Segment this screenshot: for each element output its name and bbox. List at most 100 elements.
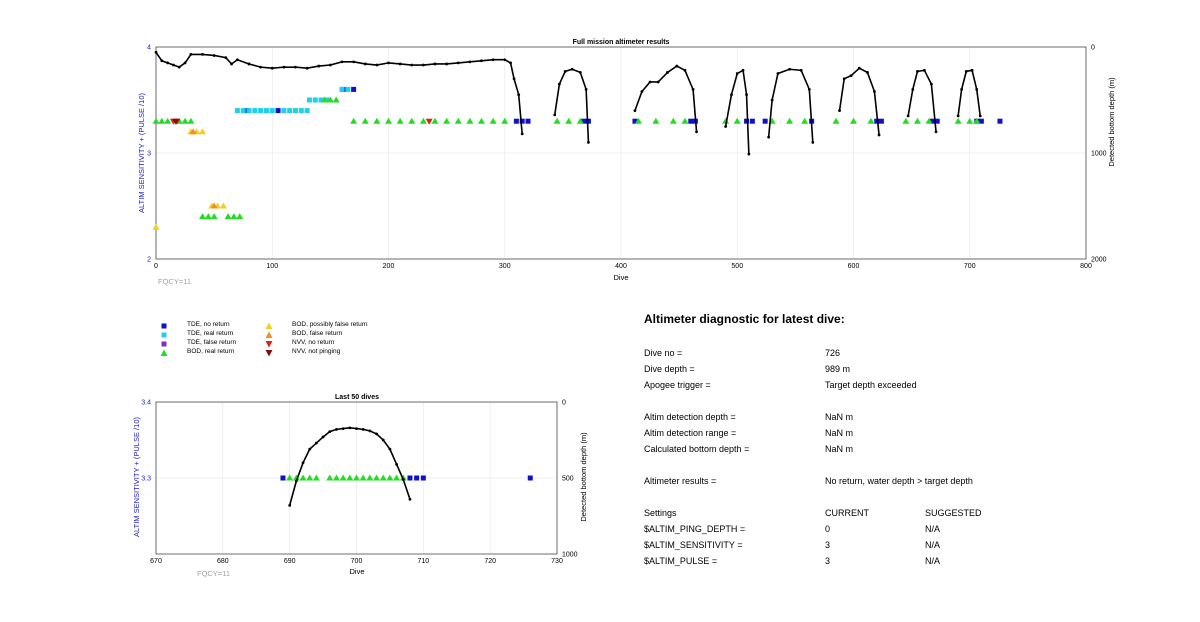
depth-point bbox=[468, 60, 472, 64]
depth-point bbox=[270, 66, 274, 70]
depth-point bbox=[387, 61, 390, 65]
diagnostic-label: Apogee trigger = bbox=[644, 380, 711, 390]
data-point-tde-real-return bbox=[287, 108, 293, 114]
settings-current: 0 bbox=[825, 524, 831, 534]
depth-point bbox=[730, 93, 733, 97]
settings-current: CURRENT bbox=[825, 508, 869, 518]
data-point-tde-real-return bbox=[293, 108, 298, 114]
data-point-bod-real-return bbox=[902, 117, 910, 124]
data-point-bod-real-return bbox=[722, 117, 730, 124]
data-point-bod-real-return bbox=[224, 213, 232, 220]
depth-point bbox=[288, 503, 292, 507]
data-point-bod-real-return bbox=[299, 474, 307, 481]
data-point-bod-real-return bbox=[576, 117, 584, 124]
data-point-bod-real-return bbox=[366, 474, 374, 481]
last-50-dives-chart: 670 680 690 700 710 720 730 3.3 3.4 0 500 1000 bbox=[141, 400, 577, 566]
legend-label: TDE, real return bbox=[187, 330, 234, 337]
y-tick-label: 2 bbox=[147, 257, 151, 264]
data-point-bod-real-return bbox=[478, 117, 485, 124]
data-point-bod-real-return bbox=[326, 474, 334, 481]
data-point-tde-no-return bbox=[585, 118, 591, 124]
bottom-chart-annotation: FQCY=11 bbox=[197, 569, 230, 578]
diagnostic-title: Altimeter diagnostic for latest dive: bbox=[644, 312, 845, 326]
depth-point bbox=[247, 62, 251, 66]
legend-label: BOD, real return bbox=[187, 348, 235, 355]
data-point-bod-real-return bbox=[681, 117, 689, 124]
depth-point bbox=[317, 64, 321, 68]
depth-line bbox=[907, 69, 937, 132]
depth-point bbox=[408, 497, 412, 501]
data-point-bod-real-return bbox=[431, 117, 439, 124]
depth-point bbox=[401, 478, 405, 481]
y-tick-label: 3.3 bbox=[141, 476, 151, 483]
depth-point bbox=[970, 68, 974, 72]
x-tick-label: 500 bbox=[731, 263, 743, 270]
depth-point bbox=[695, 130, 698, 134]
depth-point bbox=[911, 88, 915, 91]
data-point-tde-no-return bbox=[581, 118, 587, 124]
data-point-tde-no-return bbox=[934, 118, 940, 124]
depth-point bbox=[675, 64, 679, 68]
data-point-bod-possibly-false-return bbox=[152, 223, 160, 230]
top-chart-annotation: FQCY=11 bbox=[158, 277, 191, 286]
data-point-bod-real-return bbox=[966, 117, 974, 124]
depth-line bbox=[957, 69, 982, 117]
x-tick-label: 710 bbox=[417, 558, 429, 565]
data-point-bod-real-return bbox=[359, 474, 367, 481]
data-point-bod-real-return bbox=[164, 117, 172, 124]
legend-marker-icon bbox=[161, 332, 167, 338]
depth-point bbox=[640, 90, 644, 93]
depth-point bbox=[916, 69, 919, 73]
top-chart-xlabel: Dive bbox=[613, 273, 628, 282]
depth-point bbox=[294, 65, 297, 69]
data-point-tde-no-return bbox=[414, 475, 420, 481]
depth-point bbox=[361, 427, 365, 431]
data-point-bod-real-return bbox=[553, 117, 561, 124]
y-tick-label: 3.4 bbox=[141, 400, 151, 407]
depth-point bbox=[201, 53, 204, 56]
data-point-bod-real-return bbox=[408, 117, 416, 124]
diagnostic-value: NaN m bbox=[825, 428, 854, 438]
data-point-bod-real-return bbox=[443, 117, 451, 124]
depth-point bbox=[224, 56, 228, 59]
data-point-bod-real-return bbox=[454, 117, 462, 124]
data-point-bod-real-return bbox=[501, 117, 509, 124]
depth-point bbox=[166, 61, 170, 65]
settings-suggested: SUGGESTED bbox=[925, 508, 982, 518]
data-point-bod-real-return bbox=[652, 117, 660, 124]
depth-point bbox=[348, 426, 352, 430]
depth-line bbox=[838, 67, 880, 136]
legend-marker-icon bbox=[161, 341, 167, 347]
data-point-tde-no-return bbox=[978, 118, 984, 124]
depth-point bbox=[570, 67, 574, 71]
depth-point bbox=[363, 62, 367, 66]
x-tick-label: 0 bbox=[154, 263, 158, 270]
depth-point bbox=[648, 80, 652, 84]
data-point-bod-real-return bbox=[350, 117, 358, 124]
depth-point bbox=[811, 141, 815, 144]
diagnostic-label: Dive no = bbox=[644, 348, 683, 358]
data-point-tde-real-return bbox=[281, 108, 287, 114]
data-point-tde-no-return bbox=[930, 118, 936, 124]
depth-point bbox=[934, 130, 938, 134]
diagnostic-label: Altimeter results = bbox=[644, 476, 717, 486]
data-point-tde-real-return bbox=[240, 108, 246, 114]
depth-point bbox=[183, 61, 187, 65]
data-point-bod-real-return bbox=[634, 117, 642, 124]
data-point-tde-no-return bbox=[744, 118, 750, 124]
y-tick-label: 3 bbox=[147, 151, 151, 158]
x-tick-label: 800 bbox=[1080, 263, 1092, 270]
data-point-bod-real-return bbox=[386, 474, 394, 481]
depth-point bbox=[301, 461, 305, 465]
depth-point bbox=[172, 63, 175, 67]
data-point-bod-real-return bbox=[187, 117, 195, 124]
legend-label: NVV, not pinging bbox=[292, 348, 341, 355]
depth-point bbox=[929, 82, 933, 86]
x-tick-label: 680 bbox=[217, 558, 229, 565]
depth-point bbox=[799, 68, 803, 72]
legend-marker-icon bbox=[265, 322, 273, 329]
bottom-chart-ylabel-right: Detected bottom depth (m) bbox=[579, 432, 588, 522]
bottom-chart-title: Last 50 dives bbox=[335, 394, 379, 401]
legend-label: BOD, possibly false return bbox=[292, 321, 368, 328]
depth-point bbox=[259, 65, 263, 69]
